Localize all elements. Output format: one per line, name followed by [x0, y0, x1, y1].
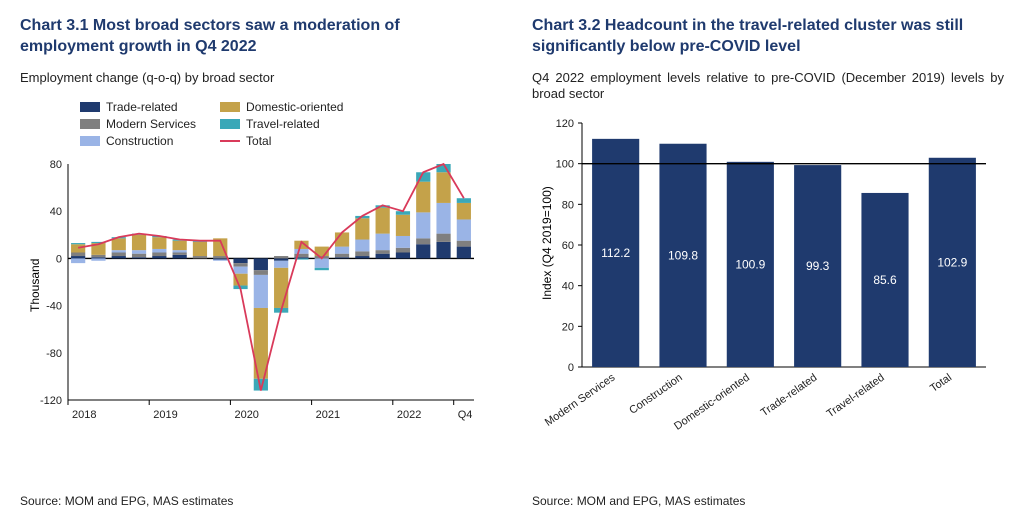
svg-text:0: 0: [56, 254, 62, 266]
svg-text:Total: Total: [928, 372, 954, 395]
svg-text:Q4: Q4: [458, 409, 473, 421]
chart-3-1-panel: Chart 3.1 Most broad sectors saw a moder…: [20, 16, 492, 508]
legend-swatch: [220, 102, 240, 112]
svg-text:-120: -120: [40, 395, 62, 407]
legend-swatch: [80, 136, 100, 146]
svg-text:2020: 2020: [234, 409, 258, 421]
svg-text:40: 40: [50, 207, 62, 219]
legend-item: Trade-related: [80, 100, 196, 114]
svg-text:20: 20: [562, 322, 574, 334]
legend-label: Modern Services: [106, 117, 196, 131]
svg-text:Travel-related: Travel-related: [825, 372, 887, 421]
chart-3-2-svg: 0 20 40 60 80 100 120 112.2 109.8 100.9 99.3 85.6 10…: [532, 117, 992, 457]
svg-text:-80: -80: [46, 348, 62, 360]
svg-text:2021: 2021: [316, 409, 340, 421]
chart-3-1-source: Source: MOM and EPG, MAS estimates: [20, 494, 492, 508]
legend-label: Total: [246, 134, 271, 148]
chart-3-1-svg: -120 -80 -40 0 40 80 2018 2019 2020 2021 2022 Q4: [20, 158, 480, 428]
svg-text:100: 100: [556, 159, 574, 171]
svg-text:Modern Services: Modern Services: [543, 372, 618, 429]
legend-label: Construction: [106, 134, 173, 148]
chart-3-2-source: Source: MOM and EPG, MAS estimates: [532, 494, 1004, 508]
chart-3-1-title: Chart 3.1 Most broad sectors saw a moder…: [20, 16, 492, 58]
legend-label: Trade-related: [106, 100, 178, 114]
svg-text:120: 120: [556, 118, 574, 130]
legend-item: Construction: [80, 134, 196, 148]
chart-3-2-area: Index (Q4 2019=100) 0 20 40 60 80 100 120 112.2…: [532, 117, 1004, 480]
svg-text:102.9: 102.9: [937, 256, 967, 270]
legend-swatch: [220, 140, 240, 142]
chart-3-1-legend: Trade-related Modern Services Construction…: [20, 100, 492, 148]
svg-text:109.8: 109.8: [668, 249, 698, 263]
legend-item: Travel-related: [220, 117, 343, 131]
svg-text:80: 80: [562, 200, 574, 212]
legend-label: Travel-related: [246, 117, 320, 131]
svg-text:2018: 2018: [72, 409, 96, 421]
svg-text:99.3: 99.3: [806, 259, 830, 273]
svg-text:40: 40: [562, 281, 574, 293]
svg-text:85.6: 85.6: [873, 273, 897, 287]
svg-text:Construction: Construction: [627, 372, 684, 417]
chart-3-2-panel: Chart 3.2 Headcount in the travel-relate…: [532, 16, 1004, 508]
chart-3-1-ylabel: Thousand: [28, 259, 42, 312]
svg-text:100.9: 100.9: [735, 258, 765, 272]
legend-swatch: [220, 119, 240, 129]
legend-swatch: [80, 102, 100, 112]
legend-label: Domestic-oriented: [246, 100, 343, 114]
legend-item: Modern Services: [80, 117, 196, 131]
svg-text:60: 60: [562, 240, 574, 252]
svg-text:80: 80: [50, 159, 62, 171]
legend-item: Domestic-oriented: [220, 100, 343, 114]
svg-text:0: 0: [568, 362, 574, 374]
chart-3-2-subtitle: Q4 2022 employment levels relative to pr…: [532, 70, 1004, 104]
svg-text:Trade-related: Trade-related: [759, 372, 820, 419]
legend-swatch: [80, 119, 100, 129]
chart-3-1-title-prefix: Chart 3.1: [20, 17, 88, 34]
svg-text:2022: 2022: [397, 409, 421, 421]
chart-3-1-subtitle: Employment change (q-o-q) by broad secto…: [20, 70, 492, 87]
chart-3-2-title: Chart 3.2 Headcount in the travel-relate…: [532, 16, 1004, 58]
svg-text:112.2: 112.2: [601, 246, 630, 260]
svg-text:2019: 2019: [153, 409, 177, 421]
chart-3-2-title-prefix: Chart 3.2: [532, 17, 600, 34]
chart-3-1-area: Thousand -120 -80 -40 0 40 80 2018 2019 2020 2021…: [20, 158, 492, 480]
svg-text:-40: -40: [46, 301, 62, 313]
legend-item: Total: [220, 134, 343, 148]
chart-3-2-ylabel: Index (Q4 2019=100): [540, 187, 554, 301]
